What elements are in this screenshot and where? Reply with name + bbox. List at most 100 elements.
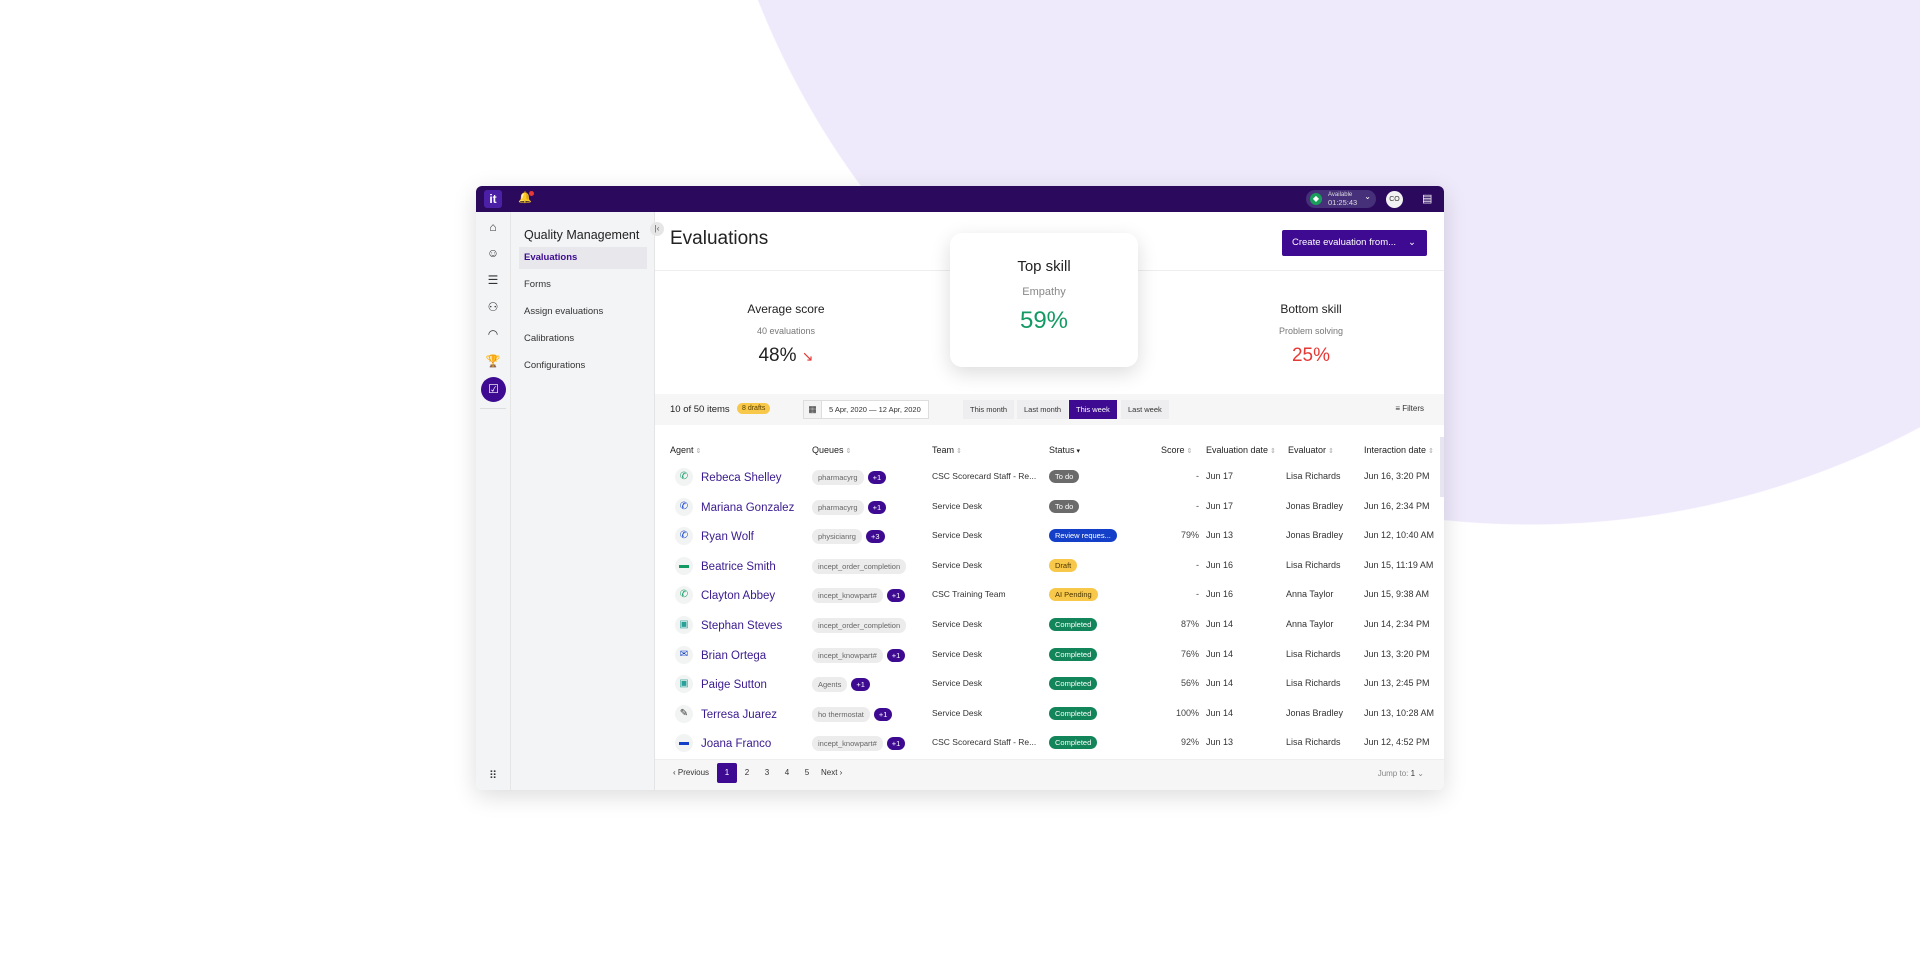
availability-status[interactable]: ◆ Available 01:25:43 ⌄ bbox=[1306, 190, 1376, 208]
nav-item-assign-evaluations[interactable]: Assign evaluations bbox=[524, 306, 604, 317]
app-logo[interactable]: it bbox=[484, 190, 502, 208]
page-1[interactable]: 1 bbox=[717, 763, 737, 783]
column-interaction-date[interactable]: Interaction date ⇕ bbox=[1364, 445, 1434, 455]
page-4[interactable]: 4 bbox=[784, 768, 790, 777]
column-label: Queues bbox=[812, 445, 844, 455]
status-badge: Completed bbox=[1049, 647, 1098, 661]
range-this-month[interactable]: This month bbox=[963, 400, 1015, 419]
more-queues-badge[interactable]: +1 bbox=[886, 589, 906, 603]
status-badge: Completed bbox=[1049, 677, 1098, 691]
icon-rail: ⌂ ☺ ☰ ⚇ ◠ 🏆 ☑ ⠿ bbox=[476, 212, 511, 790]
agent-name-link[interactable]: Rebeca Shelley bbox=[701, 472, 782, 484]
table-row[interactable]: ▬ Joana Franco incept_knowpart# +1 CSC Sc… bbox=[655, 730, 1444, 759]
skills-icon[interactable]: ☺ bbox=[486, 246, 500, 260]
team-cell: Service Desk bbox=[932, 707, 983, 718]
table-row[interactable]: ✆ Ryan Wolf physicianrg +3 Service Desk R… bbox=[655, 523, 1444, 552]
bottom-skill-stat: Bottom skill Problem solving 25% bbox=[1211, 302, 1411, 367]
range-last-month[interactable]: Last month bbox=[1017, 400, 1069, 419]
more-queues-badge[interactable]: +1 bbox=[873, 707, 893, 721]
chevron-down-icon: ⌄ bbox=[1408, 237, 1416, 248]
evaluator-cell: Lisa Richards bbox=[1286, 648, 1341, 659]
agent-name-link[interactable]: Paige Sutton bbox=[701, 679, 767, 692]
table-toolbar: 10 of 50 items 8 drafts ▦ 5 Apr, 2020 — 1… bbox=[655, 394, 1444, 425]
agent-name-link[interactable]: Terresa Juarez bbox=[701, 708, 778, 721]
interaction-date-cell: Jun 14, 2:34 PM bbox=[1364, 619, 1430, 629]
table-row[interactable]: ▣ Stephan Steves incept_order_completion… bbox=[655, 612, 1444, 641]
sort-icon: ⇕ bbox=[1428, 448, 1434, 455]
side-panel-icon[interactable]: ▤ bbox=[1422, 193, 1433, 205]
page-3[interactable]: 3 bbox=[764, 768, 770, 777]
top-skill-card: Top skill Empathy 59% bbox=[950, 233, 1138, 367]
nav-item-evaluations[interactable]: Evaluations bbox=[519, 247, 647, 269]
queue-chip: Agents bbox=[812, 677, 848, 693]
status-badge: Completed bbox=[1049, 736, 1098, 750]
collapse-icon[interactable]: |‹ bbox=[650, 222, 664, 236]
filters-button[interactable]: ≡ Filters bbox=[1395, 404, 1424, 413]
drafts-badge[interactable]: 8 drafts bbox=[737, 403, 771, 414]
gauge-icon[interactable]: ◠ bbox=[487, 327, 499, 341]
column-score[interactable]: Score ⇕ bbox=[1161, 445, 1192, 455]
column-team[interactable]: Team ⇕ bbox=[932, 445, 962, 455]
page-2[interactable]: 2 bbox=[744, 768, 750, 777]
agent-name-link[interactable]: Ryan Wolf bbox=[701, 531, 754, 544]
queues-cell: pharmacyrg +1 bbox=[812, 499, 887, 515]
column-agent[interactable]: Agent ⇕ bbox=[670, 445, 701, 455]
previous-label: Previous bbox=[677, 768, 710, 777]
agent-name-link[interactable]: Mariana Gonzalez bbox=[701, 501, 795, 514]
create-evaluation-button[interactable]: Create evaluation from... ⌄ bbox=[1282, 230, 1427, 256]
jump-to-select[interactable]: Jump to: 1 ⌄ bbox=[1377, 769, 1424, 778]
range-this-week[interactable]: This week bbox=[1069, 400, 1117, 419]
page-5[interactable]: 5 bbox=[804, 768, 810, 777]
queues-cell: pharmacyrg +1 bbox=[812, 470, 887, 485]
column-evaluation-date[interactable]: Evaluation date ⇕ bbox=[1206, 445, 1276, 455]
column-queues[interactable]: Queues ⇕ bbox=[812, 445, 851, 455]
previous-button[interactable]: ‹ Previous bbox=[673, 768, 710, 777]
nav-item-calibrations[interactable]: Calibrations bbox=[524, 333, 575, 344]
calendar-icon[interactable]: ▦ bbox=[804, 401, 822, 418]
queues-cell: incept_knowpart# +1 bbox=[812, 647, 906, 663]
range-last-week[interactable]: Last week bbox=[1121, 400, 1169, 419]
clipboard-check-icon[interactable]: ☑ bbox=[481, 377, 506, 402]
nav-item-configurations[interactable]: Configurations bbox=[524, 360, 586, 371]
more-queues-badge[interactable]: +1 bbox=[886, 648, 906, 662]
people-icon[interactable]: ⚇ bbox=[487, 300, 499, 314]
queues-cell: incept_order_completion bbox=[812, 618, 907, 633]
table-row[interactable]: ✎ Terresa Juarez ho thermostat +1 Service… bbox=[655, 701, 1444, 730]
queue-chip: incept_order_completion bbox=[812, 558, 907, 574]
agent-name-link[interactable]: Clayton Abbey bbox=[701, 590, 776, 603]
home-icon[interactable]: ⌂ bbox=[489, 220, 497, 234]
table-row[interactable]: ✆ Clayton Abbey incept_knowpart# +1 CSC T… bbox=[655, 582, 1444, 611]
table-row[interactable]: ▬ Beatrice Smith incept_order_completion… bbox=[655, 553, 1444, 582]
agent-name-link[interactable]: Beatrice Smith bbox=[701, 560, 776, 573]
date-range-input[interactable]: ▦ 5 Apr, 2020 — 12 Apr, 2020 bbox=[803, 400, 929, 419]
avatar[interactable]: CO bbox=[1386, 191, 1403, 208]
score-cell: 79% bbox=[1180, 530, 1199, 541]
next-button[interactable]: Next › bbox=[821, 768, 843, 777]
trophy-icon[interactable]: 🏆 bbox=[485, 354, 501, 368]
agent-name-link[interactable]: Brian Ortega bbox=[701, 649, 767, 662]
table-row[interactable]: ✆ Rebeca Shelley pharmacyrg +1 CSC Scorec… bbox=[655, 464, 1444, 493]
column-evaluator[interactable]: Evaluator ⇕ bbox=[1288, 445, 1334, 455]
apps-grid-icon[interactable]: ⠿ bbox=[488, 770, 498, 782]
more-queues-badge[interactable]: +3 bbox=[865, 530, 885, 544]
column-label: Agent bbox=[670, 445, 694, 455]
more-queues-badge[interactable]: +1 bbox=[886, 737, 906, 751]
notification-bell-icon[interactable]: 🔔 bbox=[518, 191, 534, 204]
table-row[interactable]: ▣ Paige Sutton Agents +1 Service Desk Com… bbox=[655, 671, 1444, 700]
column-status[interactable]: Status ▾ bbox=[1049, 445, 1080, 455]
agent-name-link[interactable]: Joana Franco bbox=[701, 738, 772, 751]
nav-item-forms[interactable]: Forms bbox=[524, 279, 551, 290]
team-cell: Service Desk bbox=[932, 619, 983, 629]
table-row[interactable]: ✉ Brian Ortega incept_knowpart# +1 Servic… bbox=[655, 642, 1444, 671]
agent-name-link[interactable]: Stephan Steves bbox=[701, 620, 783, 632]
phone-outgoing-icon: ✆ bbox=[675, 497, 693, 516]
scrollbar[interactable] bbox=[1440, 437, 1444, 497]
sort-icon: ⇕ bbox=[1270, 448, 1276, 455]
column-label: Score bbox=[1161, 445, 1185, 455]
more-queues-badge[interactable]: +1 bbox=[867, 500, 887, 514]
more-queues-badge[interactable]: +1 bbox=[851, 678, 870, 692]
table-row[interactable]: ✆ Mariana Gonzalez pharmacyrg +1 Service … bbox=[655, 494, 1444, 523]
queues-cell: physicianrg +3 bbox=[812, 529, 885, 545]
list-icon[interactable]: ☰ bbox=[487, 273, 499, 287]
more-queues-badge[interactable]: +1 bbox=[867, 471, 887, 484]
